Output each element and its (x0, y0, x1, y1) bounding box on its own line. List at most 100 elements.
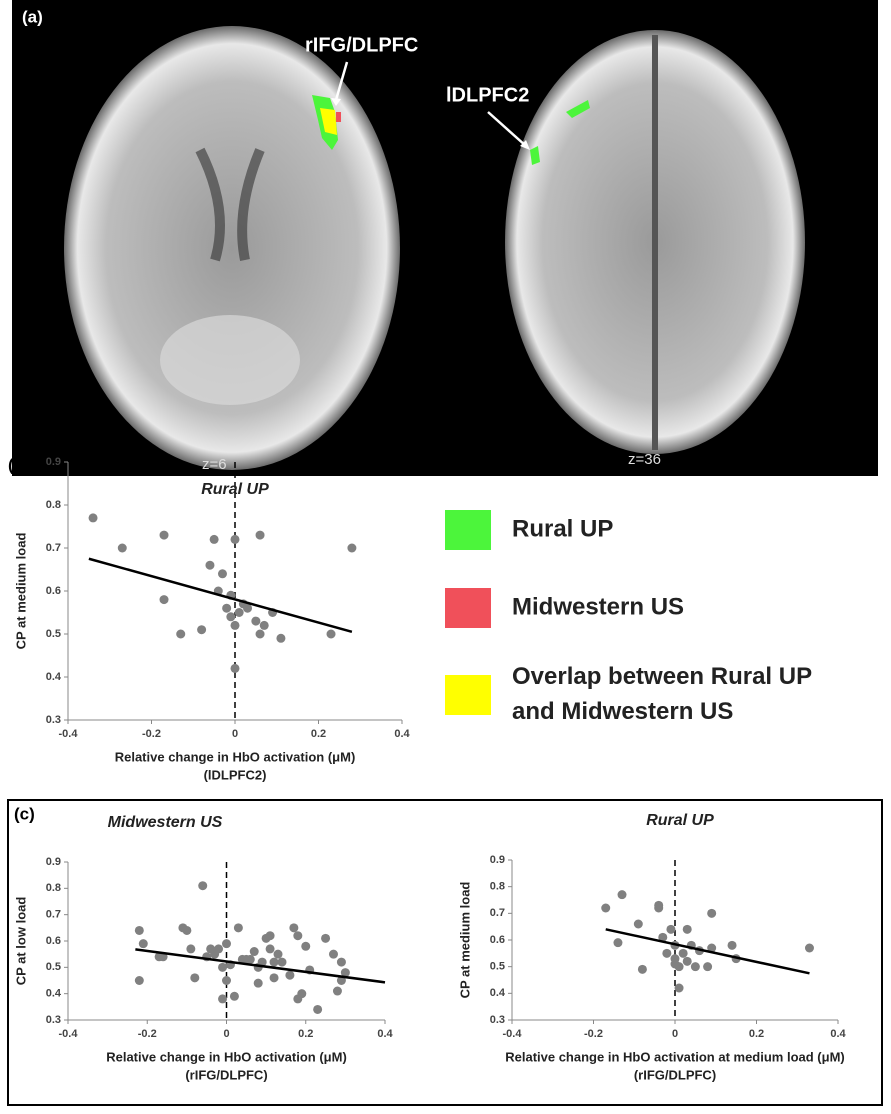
data-point (321, 934, 330, 943)
data-point (266, 931, 275, 940)
data-point (329, 950, 338, 959)
data-point (246, 955, 255, 964)
data-point (293, 931, 302, 940)
y-axis-label: CP at medium load (13, 533, 28, 650)
data-point (197, 625, 206, 634)
legend-label: Midwestern US (512, 593, 684, 620)
data-point (691, 962, 700, 971)
y-axis-label: CP at medium load (457, 882, 472, 999)
x-tick-label: 0.2 (749, 1028, 764, 1040)
data-point (662, 949, 671, 958)
data-point (231, 664, 240, 673)
data-point (313, 1005, 322, 1014)
x-tick-label: -0.4 (59, 1028, 79, 1040)
data-point (675, 962, 684, 971)
data-point (266, 944, 275, 953)
data-point (186, 944, 195, 953)
data-point (160, 531, 169, 540)
x-tick-label: 0.2 (298, 1028, 313, 1040)
data-point (347, 544, 356, 553)
data-point (256, 531, 265, 540)
data-point (230, 992, 239, 1001)
data-point (222, 939, 231, 948)
data-point (251, 617, 260, 626)
data-point (703, 962, 712, 971)
x-tick-label: 0.4 (394, 728, 410, 740)
legend: Rural UP Midwestern US Overlap between Rur… (445, 510, 812, 725)
y-tick-label: 0.3 (46, 714, 61, 726)
y-tick-label: 0.9 (490, 854, 505, 866)
data-point (254, 979, 263, 988)
data-point (260, 621, 269, 630)
y-tick-label: 0.3 (46, 1014, 61, 1026)
legend-swatch (445, 588, 491, 628)
data-point (679, 949, 688, 958)
legend-label: Overlap between Rural UP (512, 663, 812, 690)
data-point (218, 994, 227, 1003)
panel-label: (c) (14, 804, 35, 823)
data-point (301, 942, 310, 951)
y-axis-label: CP at low load (13, 897, 28, 986)
x-tick-label: 0 (232, 728, 238, 740)
x-axis-label: (lDLPFC2) (204, 767, 267, 782)
data-point (190, 973, 199, 982)
chart-title: Rural UP (201, 481, 269, 498)
data-point (601, 904, 610, 913)
data-point (654, 904, 663, 913)
y-tick-label: 0.4 (46, 671, 62, 683)
data-point (182, 926, 191, 935)
data-point (256, 630, 265, 639)
y-tick-label: 0.4 (490, 987, 506, 999)
legend-label: Rural UP (512, 515, 613, 542)
x-tick-label: -0.2 (138, 1028, 157, 1040)
y-tick-label: 0.6 (490, 934, 505, 946)
y-tick-label: 0.9 (46, 856, 61, 868)
figure: (a) rIFG/DLPFC lDLPFC2 z=6 z=36 (b) (c) … (0, 0, 891, 1109)
x-tick-label: 0 (672, 1028, 678, 1040)
legend-label: and Midwestern US (512, 698, 733, 725)
y-tick-label: 0.6 (46, 935, 61, 947)
data-point (683, 925, 692, 934)
data-point (218, 963, 227, 972)
y-tick-label: 0.4 (46, 988, 62, 1000)
slice-label: z=6 (202, 456, 227, 473)
data-point (337, 958, 346, 967)
data-point (666, 925, 675, 934)
data-point (707, 909, 716, 918)
data-point (613, 938, 622, 947)
data-point (198, 881, 207, 890)
y-tick-label: 0.7 (46, 909, 61, 921)
y-tick-label: 0.7 (46, 542, 61, 554)
x-tick-label: 0.4 (830, 1028, 846, 1040)
trendline (89, 559, 352, 632)
x-tick-label: -0.2 (584, 1028, 603, 1040)
x-tick-label: 0.2 (311, 728, 326, 740)
x-tick-label: 0 (223, 1028, 229, 1040)
region-label: lDLPFC2 (446, 84, 529, 106)
y-tick-label: 0.5 (46, 961, 61, 973)
data-point (634, 920, 643, 929)
y-tick-label: 0.6 (46, 585, 61, 597)
data-point (135, 926, 144, 935)
data-point (638, 965, 647, 974)
brain-structure (160, 315, 300, 405)
data-point (118, 544, 127, 553)
data-point (218, 569, 227, 578)
data-point (214, 944, 223, 953)
trendline (135, 949, 385, 982)
data-point (270, 958, 279, 967)
region-label: rIFG/DLPFC (305, 34, 418, 56)
data-point (160, 595, 169, 604)
x-axis-label: Relative change in HbO activation (μM) (106, 1049, 347, 1064)
y-tick-label: 0.8 (46, 882, 61, 894)
slice-label: z=36 (628, 451, 661, 468)
chart-title: Rural UP (646, 812, 714, 829)
x-axis-label: Relative change in HbO activation at med… (505, 1049, 845, 1064)
data-point (285, 971, 294, 980)
x-axis-label: Relative change in HbO activation (μM) (115, 749, 356, 764)
y-tick-label: 0.7 (490, 907, 505, 919)
data-point (274, 950, 283, 959)
x-axis-label: (rIFG/DLPFC) (634, 1067, 716, 1082)
y-tick-label: 0.5 (490, 961, 505, 973)
data-point (333, 987, 342, 996)
